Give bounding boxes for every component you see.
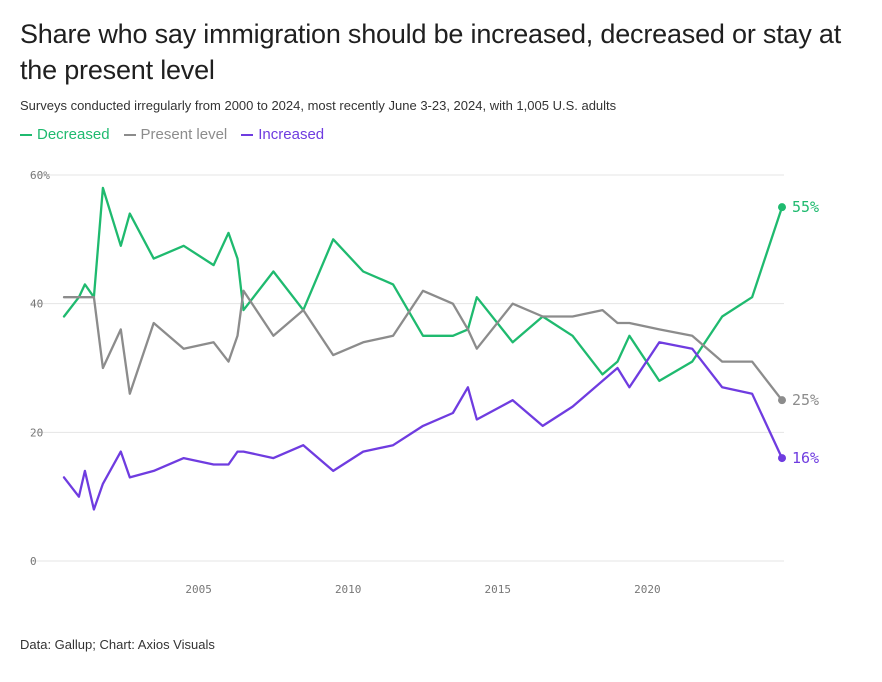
series-end-dot-present-level: [778, 396, 786, 405]
y-tick-label-60: 60%: [30, 169, 50, 182]
chart-title: Share who say immigration should be incr…: [20, 19, 842, 85]
grid-layer: [30, 174, 784, 562]
y-tick-label-0: 0: [30, 555, 37, 568]
series-end-dot-increased: [778, 454, 786, 463]
legend-item-increased: Increased: [241, 126, 324, 143]
legend-label-decreased: Decreased: [37, 126, 110, 143]
end-label-present-level: 25%: [792, 391, 819, 409]
legend-swatch-decreased: [20, 133, 32, 136]
series-line-present-level: [62, 289, 784, 402]
series-line-increased: [62, 341, 784, 511]
legend-item-present-level: Present level: [123, 126, 228, 143]
chart-legend: Decreased Present level Increased: [20, 126, 324, 143]
x-tick-label-2020: 2020: [634, 583, 661, 596]
y-tick-label-40: 40: [30, 298, 43, 311]
axis-layer: 0 20 40 60% 2005 2010 2015 2020: [30, 169, 661, 596]
legend-swatch-present-level: [123, 133, 136, 136]
chart-subtitle: Surveys conducted irregularly from 2000 …: [20, 98, 617, 113]
line-chart: 0 20 40 60% 2005 2010 2015 2020 55% 25% 16%: [30, 169, 819, 596]
legend-swatch-increased: [241, 133, 254, 136]
x-tick-label-2015: 2015: [485, 583, 512, 596]
x-tick-label-2010: 2010: [335, 583, 362, 596]
series-layer: [62, 186, 786, 511]
legend-label-increased: Increased: [258, 126, 325, 143]
end-label-increased: 16%: [792, 449, 819, 467]
series-line-decreased: [62, 186, 784, 383]
chart-source: Data: Gallup; Chart: Axios Visuals: [20, 637, 215, 652]
series-end-dot-decreased: [778, 203, 786, 212]
end-label-layer: 55% 25% 16%: [792, 198, 819, 467]
legend-label-present-level: Present level: [140, 126, 228, 143]
end-label-decreased: 55%: [792, 198, 819, 216]
legend-item-decreased: Decreased: [20, 126, 110, 143]
y-tick-label-20: 20: [30, 426, 43, 439]
x-tick-label-2005: 2005: [185, 583, 212, 596]
